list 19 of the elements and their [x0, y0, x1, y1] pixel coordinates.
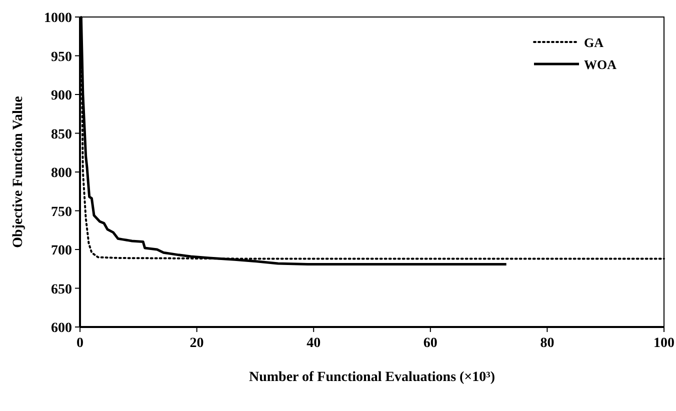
- y-axis-title: Objective Function Value: [11, 96, 26, 248]
- legend-label: GA: [584, 35, 604, 50]
- y-tick-label: 600: [51, 321, 72, 336]
- legend-label: WOA: [584, 57, 618, 72]
- x-axis-title: Number of Functional Evaluations (×10³): [248, 370, 496, 385]
- x-tick-label: 80: [540, 336, 554, 351]
- x-tick-label: 40: [306, 336, 321, 351]
- y-tick-label: 1000: [44, 11, 72, 26]
- y-tick-label: 900: [51, 88, 72, 104]
- x-tick-label: 0: [76, 336, 84, 351]
- y-tick-label: 950: [51, 50, 72, 65]
- y-tick-label: 850: [51, 127, 72, 142]
- x-tick-label: 100: [654, 336, 674, 351]
- y-tick-label: 800: [51, 166, 72, 181]
- y-tick-label: 700: [51, 244, 72, 258]
- y-tick-label: 750: [51, 204, 72, 220]
- x-tick-label: 60: [423, 336, 438, 351]
- y-tick-label: 650: [51, 282, 72, 298]
- x-tick-label: 20: [190, 336, 204, 351]
